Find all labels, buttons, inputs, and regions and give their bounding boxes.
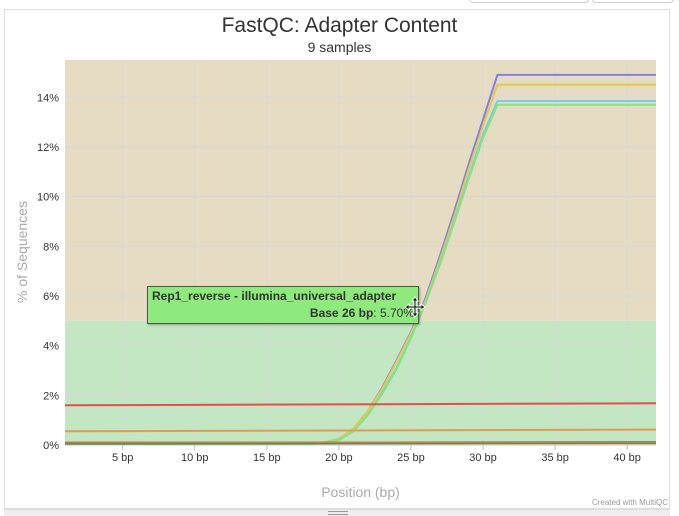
x-axis-label: Position (bp)	[321, 484, 400, 500]
data-tooltip: Rep1_reverse - illumina_universal_adapte…	[147, 286, 419, 324]
move-cursor-icon	[404, 296, 426, 318]
plot-band	[65, 320, 656, 445]
y-tick-label: 10%	[37, 192, 59, 204]
grip-icon[interactable]	[328, 511, 348, 515]
x-tick-label: 35 bp	[541, 452, 569, 464]
series-line	[64, 428, 657, 433]
y-tick-label: 12%	[37, 142, 59, 154]
series-line	[64, 402, 657, 407]
y-axis-label: % of Sequences	[14, 201, 30, 303]
y-tick-label: 2%	[43, 390, 59, 402]
y-tick-label: 8%	[43, 241, 59, 253]
chart-subtitle: 9 samples	[307, 39, 372, 55]
tooltip-value: 5.70%	[379, 306, 414, 320]
y-tick-label: 0%	[43, 440, 59, 452]
x-tick-label: 30 bp	[469, 452, 497, 464]
tooltip-value-row: Base 26 bp: 5.70%	[309, 306, 414, 320]
x-tick-label: 25 bp	[397, 452, 425, 464]
resize-handle[interactable]	[4, 509, 670, 516]
tooltip-position: Base 26 bp	[309, 306, 374, 320]
x-tick-label: 15 bp	[253, 452, 281, 464]
x-tick-label: 5 bp	[112, 452, 133, 464]
x-tick-label: 10 bp	[181, 452, 209, 464]
tooltip-series-name: Rep1_reverse - illumina_universal_adapte…	[152, 289, 397, 303]
y-tick-label: 4%	[43, 341, 59, 353]
credit-text[interactable]: Created with MultiQC	[591, 498, 668, 507]
series-line	[65, 103, 656, 445]
x-tick-label: 40 bp	[613, 452, 641, 464]
plot-band	[65, 60, 656, 321]
chart-title: FastQC: Adapter Content	[221, 14, 458, 37]
y-tick-label: 6%	[43, 291, 59, 303]
x-tick-label: 20 bp	[325, 452, 353, 464]
y-tick-label: 14%	[37, 92, 59, 104]
